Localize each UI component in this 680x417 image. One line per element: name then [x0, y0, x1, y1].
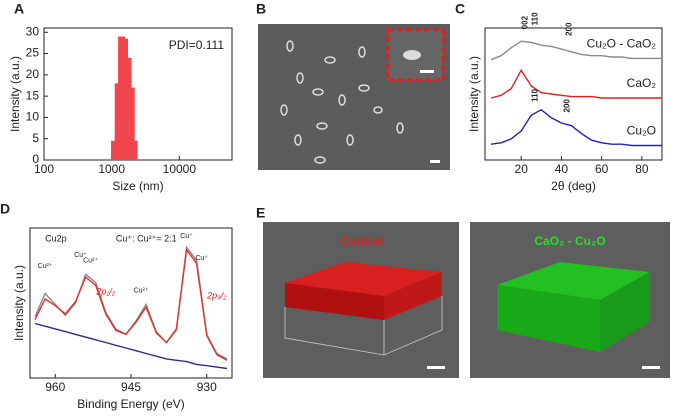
annotation: PDI=0.111 — [169, 38, 225, 52]
series-label: Cu₂O — [627, 124, 656, 138]
bar — [110, 140, 118, 160]
bar — [130, 140, 138, 160]
annotation: Cu²⁺ — [134, 288, 149, 295]
annotation: Cu²⁺ — [83, 258, 98, 265]
series-label: CaO₂ — [627, 76, 657, 90]
y-tick-label: 10 — [26, 110, 40, 124]
y-tick-label: 20 — [26, 67, 40, 81]
peak-label: 110 — [530, 12, 539, 25]
annotation: 2p₁/₂ — [95, 286, 115, 296]
line — [34, 322, 227, 370]
x-tick-label: 100 — [34, 162, 54, 176]
x-axis-label: Size (nm) — [112, 179, 163, 193]
panel-label: A — [14, 1, 24, 17]
image-label: Control — [341, 234, 384, 248]
x-tick-label: 80 — [635, 162, 649, 176]
y-tick-label: 5 — [32, 131, 39, 145]
confocal-image: CaO₂ - Cu₂O — [470, 222, 670, 378]
line — [34, 245, 228, 360]
y-axis-label: Intensity (a.u.) — [12, 265, 26, 341]
confocal-image: Control — [263, 222, 459, 378]
annotation: Cu⁺ — [195, 255, 208, 262]
annotation: Cu⁺ — [74, 252, 87, 259]
annotation: Cu⁺: Cu²⁺= 2:1 — [116, 233, 177, 243]
x-tick-label: 20 — [515, 162, 529, 176]
line — [490, 108, 662, 147]
bar — [127, 87, 135, 160]
plot-frame — [43, 27, 233, 161]
panel-label: E — [256, 205, 265, 221]
x-tick-label: 60 — [595, 162, 609, 176]
x-tick-label: 930 — [197, 380, 217, 394]
panel-label: B — [256, 1, 266, 17]
peak-label: 110 — [530, 88, 539, 101]
annotation: 2p₃/₂ — [206, 291, 227, 301]
y-tick-label: 15 — [26, 88, 40, 102]
y-tick-label: 0 — [32, 152, 39, 166]
peak-label: 200 — [565, 22, 574, 36]
y-axis-label: Intensity (a.u.) — [467, 56, 481, 132]
x-axis-label: Binding Energy (eV) — [77, 397, 184, 411]
image-label: CaO₂ - Cu₂O — [534, 234, 605, 248]
x-tick-label: 10000 — [163, 162, 197, 176]
panel-label: C — [455, 1, 465, 17]
x-tick-label: 1000 — [98, 162, 125, 176]
x-tick-label: 960 — [45, 380, 65, 394]
plot-frame — [484, 27, 663, 161]
y-tick-label: 25 — [26, 46, 40, 60]
sem-image — [258, 24, 450, 170]
line — [490, 68, 662, 99]
peak-label: 002 — [520, 15, 529, 29]
annotation: Cu²⁺ — [38, 263, 53, 270]
line — [34, 247, 228, 361]
peak-label: 200 — [563, 99, 572, 113]
y-tick-label: 30 — [26, 24, 40, 38]
x-tick-label: 945 — [121, 380, 141, 394]
series-label: Cu₂O - CaO₂ — [587, 37, 657, 51]
x-tick-label: 40 — [555, 162, 569, 176]
panel-label: D — [0, 201, 10, 217]
bar — [121, 38, 129, 161]
line — [490, 40, 662, 61]
annotation: Cu2p — [45, 233, 67, 243]
x-axis-label: 2θ (deg) — [551, 179, 596, 193]
y-axis-label: Intensity (a.u.) — [8, 56, 22, 132]
annotation: Cu⁺ — [180, 233, 193, 240]
